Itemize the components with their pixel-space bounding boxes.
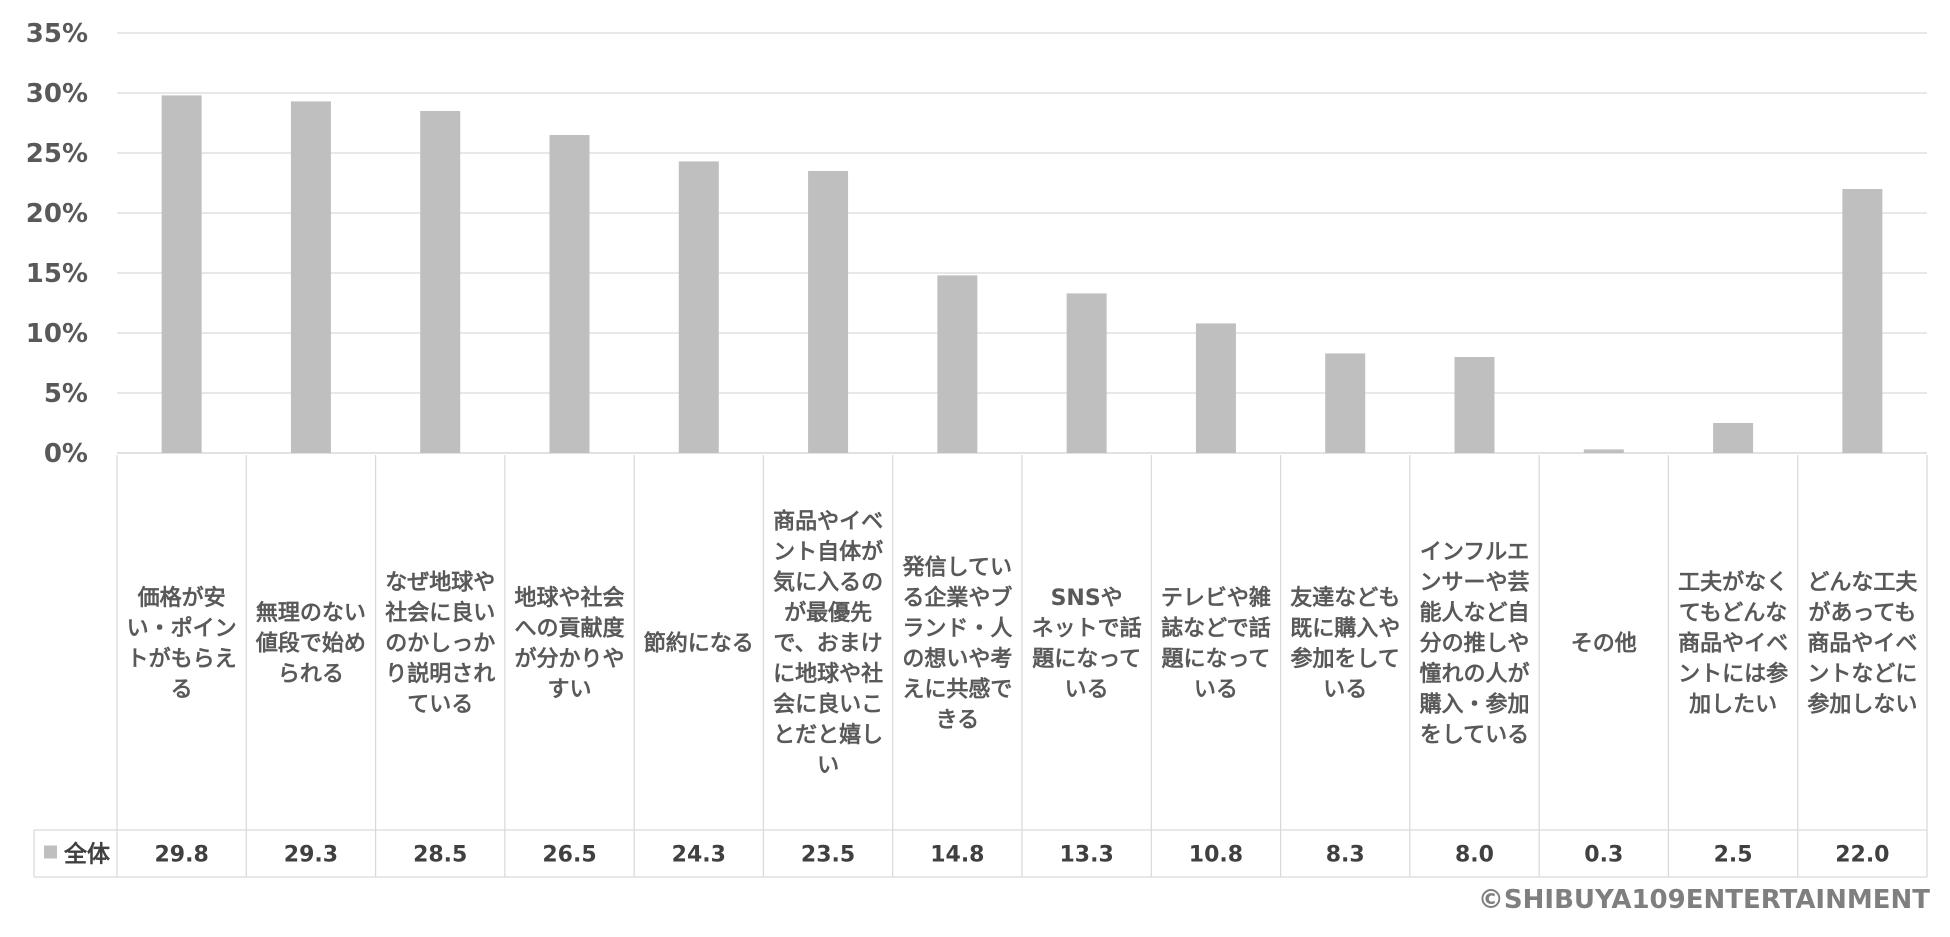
- value-label: 8.3: [1326, 843, 1365, 868]
- category-label: 商品やイベント自体が気に入るのが最優先で、おまけに地球や社会に良いことだと嬉しい: [773, 509, 883, 779]
- legend-label: 全体: [63, 841, 111, 868]
- category-label: 無理のない値段で始められる: [255, 600, 366, 687]
- value-label: 22.0: [1835, 843, 1889, 868]
- category-label: 友達なども既に購入や参加をしている: [1290, 585, 1400, 703]
- bar: [290, 101, 331, 454]
- y-tick-label: 30%: [26, 79, 88, 109]
- y-tick-label: 25%: [26, 139, 88, 169]
- bar: [937, 275, 978, 453]
- value-label: 8.0: [1455, 843, 1494, 868]
- y-tick-label: 35%: [26, 19, 88, 49]
- bar: [549, 135, 590, 453]
- category-label: なぜ地球や社会に良いのかしっかり説明されている: [385, 571, 495, 718]
- bar: [1713, 423, 1754, 453]
- value-label: 24.3: [672, 843, 726, 868]
- category-label: どんな工夫があっても商品やイベントなどに参加しない: [1807, 571, 1918, 718]
- bar: [1066, 293, 1107, 453]
- copyright-text: ©SHIBUYA109ENTERTAINMENT: [1477, 885, 1930, 915]
- y-tick-label: 20%: [26, 199, 88, 229]
- category-label: 発信している企業やブランド・人の想いや考えに共感できる: [902, 554, 1013, 733]
- value-label: 14.8: [930, 843, 984, 868]
- legend-swatch: [44, 845, 57, 859]
- value-label: 10.8: [1189, 843, 1243, 868]
- y-tick-label: 5%: [44, 379, 88, 409]
- value-label: 2.5: [1714, 843, 1753, 868]
- category-label: 価格が安い・ポイントがもらえる: [127, 585, 237, 703]
- value-label: 0.3: [1584, 843, 1623, 868]
- bar: [420, 111, 461, 453]
- value-label: 13.3: [1060, 843, 1114, 868]
- value-label: 28.5: [413, 843, 467, 868]
- y-tick-label: 15%: [26, 259, 88, 289]
- category-label: 節約になる: [644, 631, 754, 657]
- y-tick-label: 0%: [44, 439, 88, 469]
- bar: [1583, 449, 1624, 453]
- category-label: SNSやネットで話題になっている: [1032, 586, 1142, 703]
- bar: [678, 161, 719, 453]
- category-label: 地球や社会への貢献度が分かりやすい: [514, 585, 625, 703]
- value-label: 29.3: [284, 843, 338, 868]
- category-label: その他: [1571, 632, 1637, 657]
- value-label: 23.5: [801, 843, 855, 868]
- bar: [1325, 353, 1366, 453]
- category-label: テレビや雑誌などで話題になっている: [1161, 585, 1271, 703]
- bar: [1454, 357, 1495, 453]
- value-label: 26.5: [542, 843, 596, 868]
- category-label: インフルエンサーや芸能人など自分の推しや憧れの人が購入・参加をしている: [1419, 540, 1529, 748]
- bar: [1842, 189, 1883, 453]
- bar: [1195, 323, 1236, 453]
- category-label: 工夫がなくてもどんな商品やイベントには参加したい: [1678, 570, 1788, 718]
- bar: [808, 171, 849, 453]
- y-tick-label: 10%: [26, 319, 88, 349]
- value-label: 29.8: [155, 843, 209, 868]
- bar: [161, 95, 202, 454]
